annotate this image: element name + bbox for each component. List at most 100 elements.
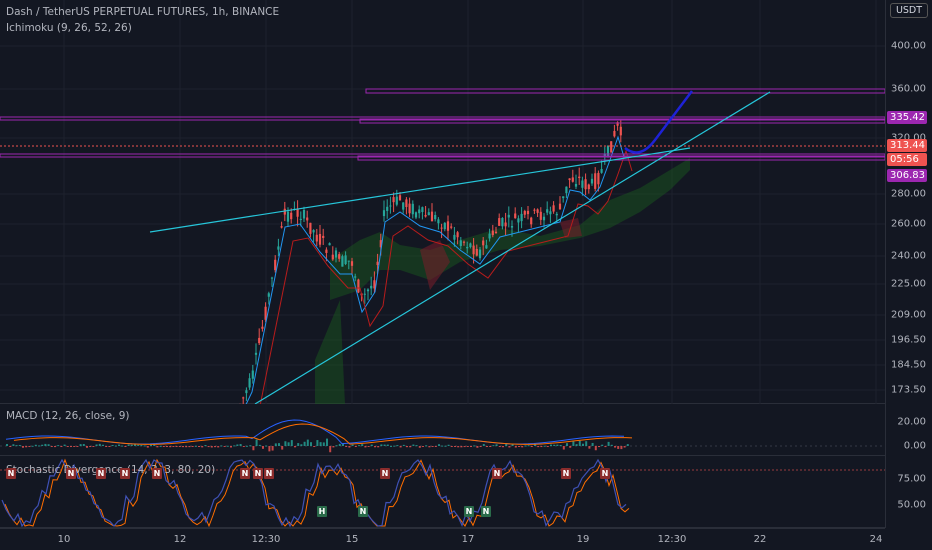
macd-histogram-bar (226, 445, 229, 447)
candle-body (328, 243, 331, 246)
macd-histogram-bar (508, 446, 511, 448)
time-label: 12 (173, 534, 187, 545)
resistance-zone (359, 118, 885, 124)
candle-body (270, 277, 274, 279)
price-chart-canvas[interactable] (0, 0, 885, 404)
price-pane[interactable]: Dash / TetherUS PERPETUAL FUTURES, 1h, B… (0, 0, 885, 404)
macd-legend[interactable]: MACD (12, 26, close, 9) (6, 410, 130, 422)
candle-body (398, 195, 402, 201)
macd-histogram-bar (246, 445, 248, 447)
candle-body (427, 212, 430, 216)
price-axis[interactable]: 400.00 360.00 320.00 280.00 260.00 240.0… (885, 0, 932, 528)
macd-histogram-bar (255, 439, 258, 446)
candle-body (462, 241, 466, 243)
candle-body (494, 231, 498, 233)
macd-pane[interactable]: MACD (12, 26, close, 9) (0, 404, 885, 456)
divergence-badge: N (561, 468, 571, 479)
macd-histogram-bar (146, 446, 149, 448)
candle-body (357, 279, 360, 293)
macd-histogram-bar (406, 446, 408, 448)
macd-histogram-bar (495, 444, 498, 446)
stochastic-d-line (4, 458, 630, 528)
macd-histogram-bar (438, 444, 440, 446)
divergence-badge: N (380, 468, 390, 479)
macd-histogram-bar (194, 445, 197, 447)
macd-histogram-bar (118, 444, 120, 446)
macd-histogram-bar (466, 446, 469, 447)
level-tag-335: 335.42 (887, 111, 927, 124)
candle-body (322, 235, 325, 238)
macd-histogram-bar (310, 442, 312, 446)
candle-body (347, 260, 350, 262)
candle-body (312, 230, 315, 233)
macd-histogram-bar (559, 445, 562, 447)
candle-body (248, 378, 251, 388)
macd-histogram-bar (300, 444, 303, 446)
candle-body (331, 254, 334, 260)
macd-histogram-bar (594, 446, 597, 451)
divergence-badge: N (120, 468, 130, 479)
macd-histogram-bar (447, 444, 450, 446)
time-label: 24 (869, 534, 883, 545)
candle-body (341, 256, 344, 267)
macd-histogram-bar (284, 441, 287, 446)
divergence-badge: N (253, 468, 263, 479)
macd-histogram-bar (172, 446, 175, 447)
macd-histogram-bar (322, 442, 325, 446)
macd-canvas[interactable] (0, 404, 885, 456)
candle-body (325, 249, 328, 253)
stochastic-pane[interactable]: Stochastic Divergence (14, 3, 3, 80, 20)… (0, 456, 885, 528)
support-zone (357, 155, 885, 161)
price-tick: 400.00 (891, 40, 926, 52)
currency-button[interactable]: USDT (890, 3, 928, 18)
stochastic-canvas[interactable] (0, 456, 885, 528)
macd-tick: 0.00 (903, 440, 926, 452)
candle-body (619, 126, 622, 136)
candle-body (302, 209, 306, 219)
candle-body (466, 246, 469, 249)
ichimoku-cloud (330, 158, 690, 300)
symbol-title[interactable]: Dash / TetherUS PERPETUAL FUTURES, 1h, B… (6, 6, 280, 18)
time-axis[interactable]: 10 12 12:30 15 17 19 12:30 22 24 (0, 528, 885, 550)
candle-body (286, 211, 290, 222)
macd-histogram-bar (6, 444, 8, 446)
macd-histogram-bar (9, 446, 12, 447)
macd-histogram-bar (598, 446, 600, 448)
candle-body (440, 227, 443, 229)
macd-histogram-bar (105, 446, 108, 447)
divergence-badge: N (66, 468, 76, 479)
macd-histogram-bar (585, 441, 588, 446)
macd-histogram-bar (182, 446, 184, 448)
candle-body (306, 217, 309, 221)
price-tick: 360.00 (891, 83, 926, 95)
macd-histogram-bar (342, 443, 344, 446)
macd-histogram-bar (166, 446, 168, 447)
candle-body (424, 214, 427, 217)
candle-body (267, 293, 270, 297)
macd-histogram-bar (169, 446, 172, 448)
ichimoku-legend[interactable]: Ichimoku (9, 26, 52, 26) (6, 22, 132, 34)
candle-body (488, 233, 491, 239)
macd-histogram-bar (175, 446, 178, 447)
macd-histogram-bar (108, 446, 111, 447)
macd-histogram-bar (188, 446, 191, 448)
macd-histogram-bar (604, 446, 607, 448)
candle-body (616, 122, 619, 126)
candle-body (354, 276, 357, 278)
macd-histogram-bar (66, 446, 69, 447)
candle-body (280, 226, 283, 228)
candle-body (510, 226, 514, 228)
macd-histogram-bar (518, 446, 520, 447)
candle-body (603, 154, 606, 157)
macd-histogram-bar (114, 445, 117, 447)
candle-body (565, 186, 568, 194)
stochastic-legend[interactable]: Stochastic Divergence (14, 3, 3, 80, 20) (6, 464, 216, 476)
divergence-badge: N (6, 468, 16, 479)
macd-histogram-bar (409, 446, 412, 448)
macd-histogram-bar (134, 444, 136, 446)
macd-histogram-bar (22, 446, 24, 448)
macd-histogram-bar (332, 446, 335, 448)
macd-histogram-bar (140, 445, 143, 447)
macd-histogram-bar (271, 446, 274, 451)
bar-countdown-tag: 05:56 (887, 153, 927, 166)
